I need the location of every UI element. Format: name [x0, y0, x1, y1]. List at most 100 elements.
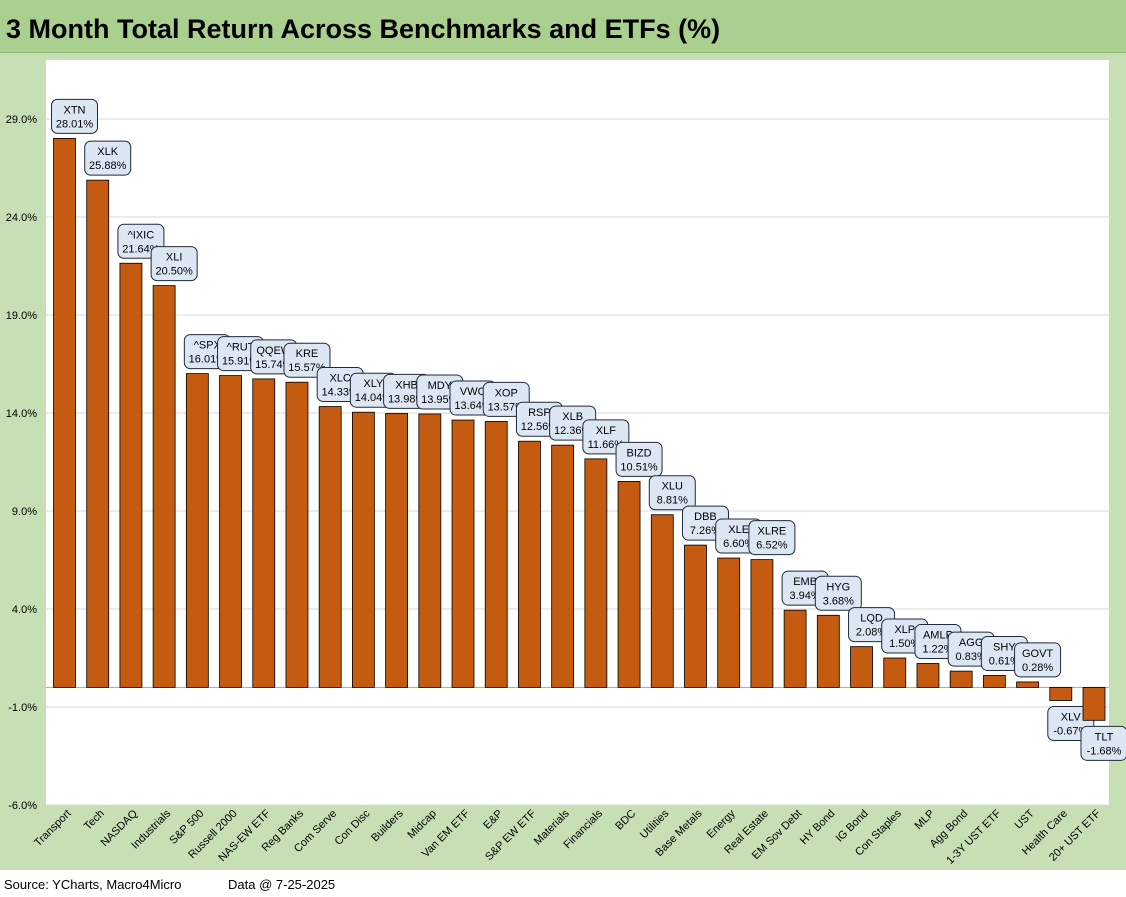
x-tick-label: E&P: [481, 808, 505, 832]
source-note: Source: YCharts, Macro4Micro: [4, 877, 182, 892]
bar: [982, 675, 1006, 688]
data-callout-box: [748, 520, 796, 556]
bar: [949, 670, 973, 688]
data-label: 3.68%: [823, 595, 854, 607]
ticker-label: AGG: [959, 637, 983, 649]
bar: [584, 458, 608, 688]
chart-title: 3 Month Total Return Across Benchmarks a…: [6, 14, 721, 44]
bar: [717, 557, 741, 688]
bar: [850, 646, 873, 688]
data-label: 1.22%: [922, 643, 953, 655]
bar: [385, 412, 408, 688]
ticker-label: XLF: [596, 425, 616, 437]
data-label: 13.64%: [454, 400, 492, 412]
data-label: 15.74%: [255, 359, 293, 371]
ticker-label: XOP: [495, 387, 518, 399]
bar: [86, 179, 110, 688]
data-label: 21.64%: [122, 243, 160, 255]
bar: [318, 406, 342, 688]
data-callout-box: [283, 342, 331, 378]
data-label: 13.95%: [421, 394, 459, 406]
ticker-label: XLP: [894, 624, 915, 636]
data-callout-box: [1014, 642, 1062, 678]
ticker-label: ^SPX: [194, 340, 222, 352]
data-label: 7.26%: [690, 525, 721, 537]
data-label: -0.67%: [1053, 726, 1088, 738]
data-label: 13.98%: [388, 393, 426, 405]
data-label: 14.04%: [355, 392, 393, 404]
data-label: 25.88%: [89, 160, 127, 172]
ticker-label: RSP: [528, 407, 551, 419]
ticker-label: XLU: [662, 481, 683, 493]
data-label: 10.51%: [620, 461, 658, 473]
ticker-label: GOVT: [1022, 648, 1053, 660]
y-tick-label: 9.0%: [12, 506, 37, 518]
y-tick-label: -6.0%: [8, 800, 37, 812]
data-label: -1.68%: [1087, 745, 1122, 757]
bar: [418, 413, 442, 688]
bar: [783, 609, 807, 688]
ticker-label: XLY: [363, 378, 384, 390]
ticker-label: AMLP: [923, 629, 953, 641]
x-tick-label: Transport: [32, 808, 73, 849]
ticker-label: KRE: [296, 348, 319, 360]
bar: [219, 375, 242, 688]
ticker-label: SHY: [993, 641, 1016, 653]
data-label: 14.33%: [322, 387, 360, 399]
bar: [816, 614, 840, 688]
data-label: 15.57%: [288, 362, 326, 374]
ticker-label: XLI: [166, 252, 183, 264]
data-label: 13.57%: [488, 401, 526, 413]
x-tick-label: UST: [1013, 807, 1037, 831]
data-date-note: Data @ 7-25-2025: [228, 877, 336, 892]
data-label: 16.01%: [189, 354, 227, 366]
ticker-label: DBB: [694, 511, 717, 523]
bar: [1082, 687, 1106, 721]
ticker-label: XHB: [395, 379, 418, 391]
ticker-label: TLT: [1095, 731, 1114, 743]
bar: [916, 663, 940, 688]
data-callout-box: [1080, 725, 1126, 761]
ticker-label: XLRE: [758, 526, 787, 538]
y-tick-label: 19.0%: [6, 310, 37, 322]
ticker-label: MDY: [428, 380, 453, 392]
bar: [518, 440, 541, 688]
x-tick-label: Tech: [82, 808, 107, 833]
x-tick-label: Builders: [369, 807, 406, 844]
data-callout-box: [615, 441, 663, 477]
data-label: 1.50%: [889, 638, 920, 650]
ticker-label: XLK: [97, 146, 118, 158]
bar: [451, 419, 475, 688]
bar: [650, 514, 674, 688]
data-label: 0.28%: [1022, 662, 1053, 674]
ticker-label: VWO: [460, 386, 487, 398]
bar: [53, 138, 76, 688]
y-tick-label: 14.0%: [6, 408, 37, 420]
data-callout-box: [150, 246, 198, 282]
bar-chart: 29.0% 24.0% 19.0% 14.0% 9.0% 4.0% -1.0% -6.0% XT…: [6, 98, 1126, 867]
ticker-label: BIZD: [627, 447, 652, 459]
bar: [484, 421, 508, 688]
data-label: 8.81%: [657, 495, 688, 507]
bar: [119, 262, 143, 688]
ticker-label: LQD: [860, 613, 883, 625]
ticker-label: XLB: [562, 411, 583, 423]
ticker-label: XLE: [728, 524, 749, 536]
data-label: 0.61%: [989, 655, 1020, 667]
ticker-label: HYG: [826, 581, 850, 593]
ticker-label: EMB: [793, 576, 817, 588]
data-callout-box: [84, 140, 132, 176]
data-label: 12.36%: [554, 425, 592, 437]
data-label: 12.56%: [521, 421, 559, 433]
ticker-label: ^RUT: [227, 342, 255, 354]
bar: [285, 381, 309, 688]
bar: [185, 373, 209, 688]
ticker-label: XTN: [64, 104, 86, 116]
bar: [883, 657, 907, 688]
bar: [551, 444, 575, 688]
ticker-label: ^IXIC: [128, 229, 155, 241]
data-label: 3.94%: [790, 590, 821, 602]
bar: [152, 285, 176, 688]
data-callout-box: [814, 575, 862, 611]
data-callout-box: [51, 98, 98, 134]
